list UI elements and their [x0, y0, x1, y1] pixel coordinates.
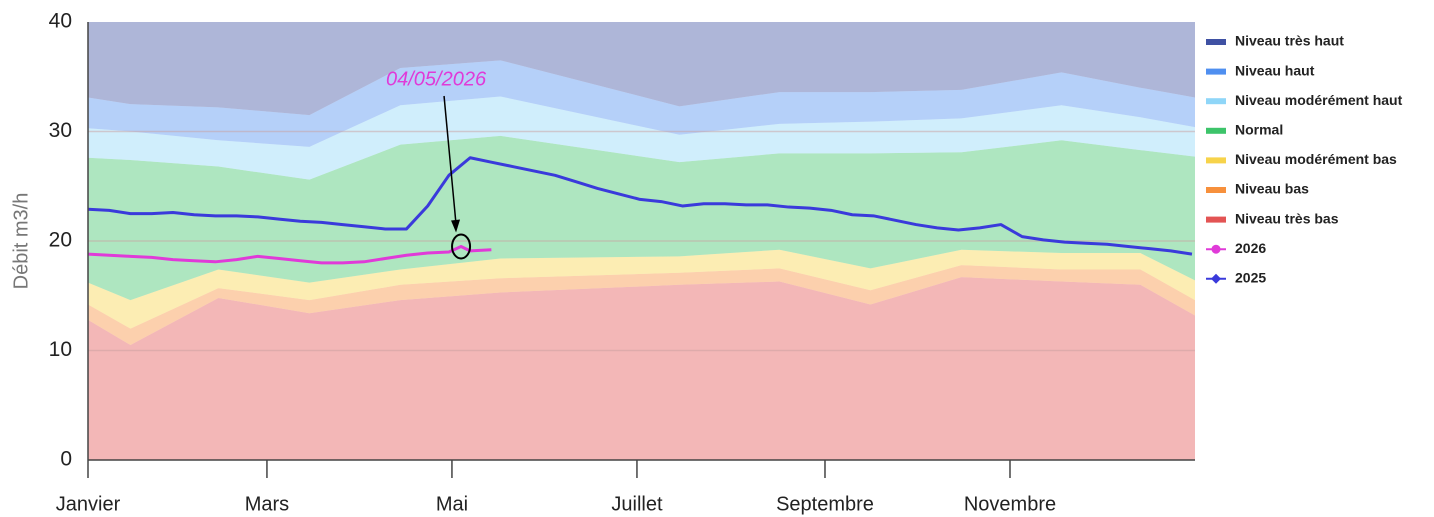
- legend-label: Niveau modérément haut: [1235, 92, 1403, 108]
- x-tick-label: Septembre: [776, 493, 874, 515]
- x-tick-label: Mars: [245, 493, 289, 515]
- band-area: [88, 96, 1195, 180]
- grid: [88, 130, 1195, 352]
- bands: [88, 22, 1195, 460]
- axes: 0 10 20 30 40 Janvier Mars Mai Juillet Septembre N…: [49, 10, 1403, 516]
- band-area: [88, 249, 1195, 329]
- legend-label: Niveau modérément bas: [1235, 151, 1397, 167]
- legend-marker: [1211, 244, 1221, 254]
- y-tick-label: 0: [60, 448, 72, 471]
- band-area: [88, 265, 1195, 346]
- y-tick-label: 10: [49, 338, 72, 361]
- legend-label: Niveau très haut: [1235, 33, 1344, 49]
- legend-marker: [1211, 273, 1221, 284]
- annotation-circle: [451, 233, 472, 260]
- legend-swatch: [1206, 127, 1226, 134]
- series-line: [87, 244, 492, 265]
- band-area: [88, 135, 1195, 301]
- band-area: [88, 277, 1195, 460]
- band-area: [88, 22, 1195, 116]
- x-tick-label: Juillet: [611, 493, 663, 515]
- x-tick-label: Janvier: [56, 493, 121, 515]
- y-tick-label: 30: [49, 119, 72, 142]
- legend-swatch: [1206, 216, 1226, 223]
- legend-swatch: [1206, 68, 1226, 75]
- legend-label: Niveau très bas: [1235, 210, 1339, 226]
- series-line: [87, 156, 1193, 256]
- legend-swatch: [1206, 98, 1226, 105]
- y-tick-label: 40: [49, 10, 72, 33]
- x-tick-label: Mai: [436, 493, 468, 515]
- legend-label: 2026: [1235, 240, 1266, 256]
- band-area: [88, 60, 1195, 147]
- legend-swatch: [1206, 39, 1226, 45]
- legend-swatch: [1206, 187, 1226, 193]
- legend-label: Normal: [1235, 122, 1283, 138]
- lines: 04/05/2026: [87, 68, 1193, 265]
- annotation-arrow: [443, 95, 457, 225]
- x-tick-label: Novembre: [964, 493, 1056, 515]
- legend-swatch: [1206, 157, 1226, 164]
- annotation-arrowhead: [451, 219, 461, 233]
- annotation-text: 04/05/2026: [386, 68, 487, 90]
- legend-label: 2025: [1235, 270, 1266, 286]
- y-tick-label: 20: [49, 229, 72, 252]
- legend-label: Niveau bas: [1235, 181, 1309, 197]
- y-axis-label: Débit m3/h: [10, 193, 32, 290]
- legend-label: Niveau haut: [1235, 62, 1315, 78]
